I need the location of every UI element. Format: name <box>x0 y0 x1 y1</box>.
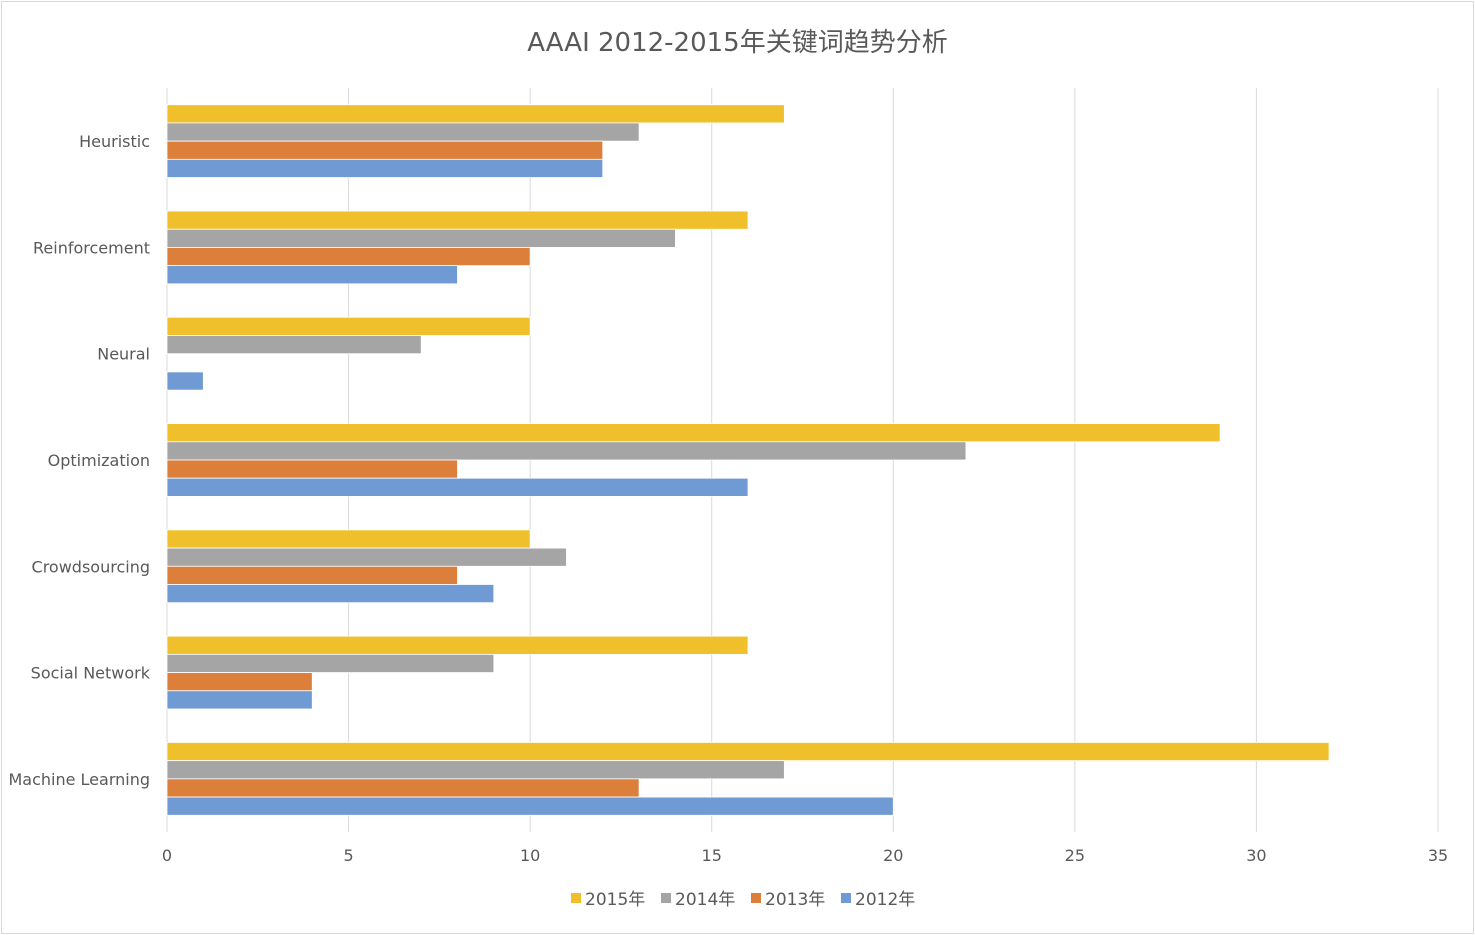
bar-social-network-3 <box>166 690 313 710</box>
bar-optimization-1 <box>166 441 967 461</box>
bar-optimization-0 <box>166 423 1221 443</box>
legend-label: 2015年 <box>585 890 645 910</box>
bar-neural-1 <box>166 335 422 355</box>
category-label: Reinforcement <box>33 238 150 257</box>
category-label: Optimization <box>48 451 150 470</box>
bar-social-network-2 <box>166 672 313 692</box>
category-label: Neural <box>97 345 150 364</box>
bar-social-network-0 <box>166 635 749 655</box>
category-label: Machine Learning <box>8 770 150 789</box>
x-tick-label: 25 <box>1065 846 1085 865</box>
bar-crowdsourcing-2 <box>166 565 458 585</box>
bar-reinforcement-1 <box>166 228 676 248</box>
chart-title: AAAI 2012-2015年关键词趋势分析 <box>527 28 948 58</box>
bar-social-network-1 <box>166 653 495 673</box>
legend-swatch <box>661 893 671 903</box>
bar-neural-3 <box>166 371 204 391</box>
category-label: Social Network <box>31 664 151 683</box>
bar-crowdsourcing-1 <box>166 547 567 567</box>
y-category-labels: Heuristic Reinforcement Neural Optimization… <box>8 132 150 789</box>
category-label: Crowdsourcing <box>32 557 150 576</box>
legend-label: 2013年 <box>765 890 825 910</box>
legend-swatch <box>571 893 581 903</box>
legend: 2015年 2014年 2013年 2012年 <box>571 890 915 910</box>
bar-crowdsourcing-0 <box>166 529 531 549</box>
x-tick-label: 10 <box>520 846 540 865</box>
bar-machine-learning-1 <box>166 760 785 780</box>
bar-machine-learning-0 <box>166 742 1330 762</box>
x-tick-labels: 0 5 10 15 20 25 30 35 <box>162 846 1448 865</box>
bar-heuristic-0 <box>166 104 785 124</box>
bar-optimization-2 <box>166 459 458 479</box>
x-tick-label: 0 <box>162 846 172 865</box>
x-tick-label: 5 <box>343 846 353 865</box>
bar-heuristic-1 <box>166 122 640 142</box>
bar-heuristic-3 <box>166 158 604 178</box>
bars <box>166 104 1330 816</box>
bar-machine-learning-3 <box>166 796 894 816</box>
legend-swatch <box>751 893 761 903</box>
legend-label: 2014年 <box>675 890 735 910</box>
category-label: Heuristic <box>79 132 150 151</box>
legend-swatch <box>841 893 851 903</box>
x-tick-label: 15 <box>702 846 722 865</box>
bar-machine-learning-2 <box>166 778 640 798</box>
bar-neural-0 <box>166 316 531 336</box>
legend-label: 2012年 <box>855 890 915 910</box>
x-tick-label: 35 <box>1428 846 1448 865</box>
bar-optimization-3 <box>166 477 749 497</box>
bar-reinforcement-3 <box>166 265 458 285</box>
x-tick-label: 30 <box>1246 846 1266 865</box>
bar-reinforcement-2 <box>166 247 531 267</box>
x-tick-label: 20 <box>883 846 903 865</box>
bar-heuristic-2 <box>166 140 604 160</box>
bar-reinforcement-0 <box>166 210 749 230</box>
bar-crowdsourcing-3 <box>166 584 495 604</box>
